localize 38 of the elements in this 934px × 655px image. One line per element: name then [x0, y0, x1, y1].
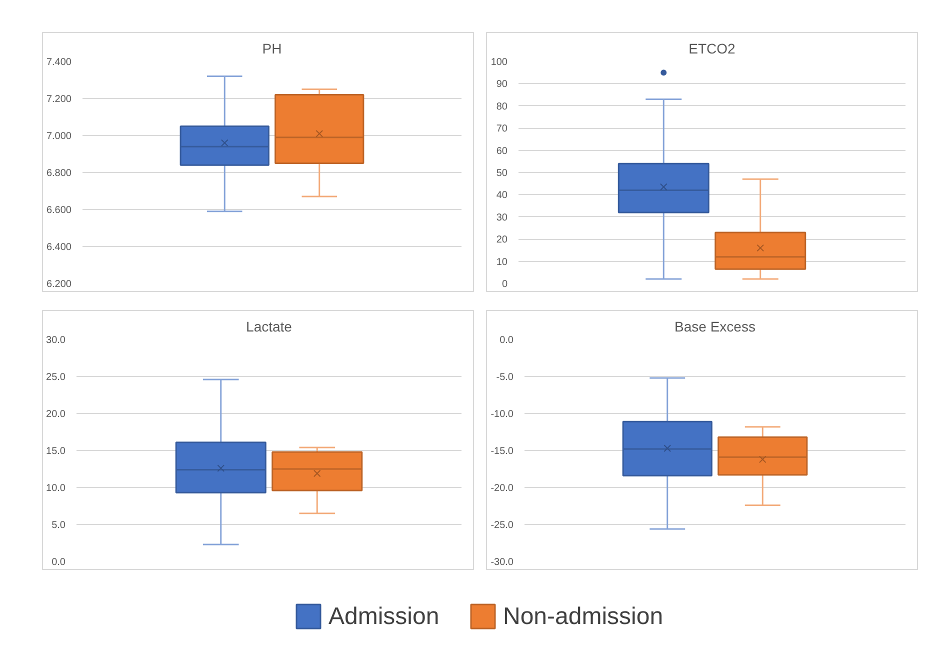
- chart-title: ETCO2: [688, 40, 736, 56]
- y-tick-label: 25.0: [46, 372, 66, 383]
- y-tick-label: 0: [502, 279, 508, 290]
- y-tick-label: 30: [496, 212, 508, 224]
- y-tick-label: 6.200: [46, 279, 72, 290]
- y-tick-label: 90: [496, 79, 508, 90]
- y-tick-label: 70: [496, 124, 508, 135]
- y-tick-label: 0.0: [500, 335, 514, 346]
- y-tick-label: 7.000: [46, 131, 72, 142]
- y-tick-label: -10.0: [490, 409, 514, 420]
- y-tick-label: 40: [496, 190, 508, 202]
- y-tick-label: 20.0: [46, 409, 66, 420]
- chart-title: Base Excess: [674, 318, 756, 334]
- chart-title: Lactate: [246, 318, 292, 334]
- y-tick-label: -30.0: [490, 557, 514, 568]
- y-tick-label: -20.0: [490, 483, 514, 494]
- legend-label: Admission: [328, 603, 440, 630]
- y-tick-label: 15.0: [46, 446, 66, 457]
- y-tick-label: 80: [496, 101, 508, 112]
- y-tick-label: 0.0: [52, 557, 66, 568]
- y-tick-label: 7.400: [46, 57, 72, 68]
- y-tick-label: -5.0: [496, 372, 514, 383]
- y-tick-label: 10.0: [46, 483, 66, 494]
- y-tick-label: -15.0: [490, 446, 514, 457]
- y-tick-label: 60: [496, 146, 508, 157]
- y-tick-label: -25.0: [490, 520, 514, 531]
- y-tick-label: 6.800: [46, 168, 72, 179]
- chart-title: PH: [262, 40, 282, 56]
- y-tick-label: 6.400: [46, 242, 72, 253]
- y-tick-label: 50: [496, 168, 508, 179]
- y-tick-label: 100: [490, 57, 508, 68]
- y-tick-label: 6.600: [46, 205, 72, 216]
- y-tick-label: 5.0: [52, 520, 66, 531]
- y-tick-label: 7.200: [46, 94, 72, 105]
- legend-label: Non-admission: [503, 603, 664, 630]
- y-tick-label: 20: [496, 234, 508, 246]
- y-tick-label: 10: [496, 256, 508, 268]
- y-tick-label: 30.0: [46, 335, 66, 346]
